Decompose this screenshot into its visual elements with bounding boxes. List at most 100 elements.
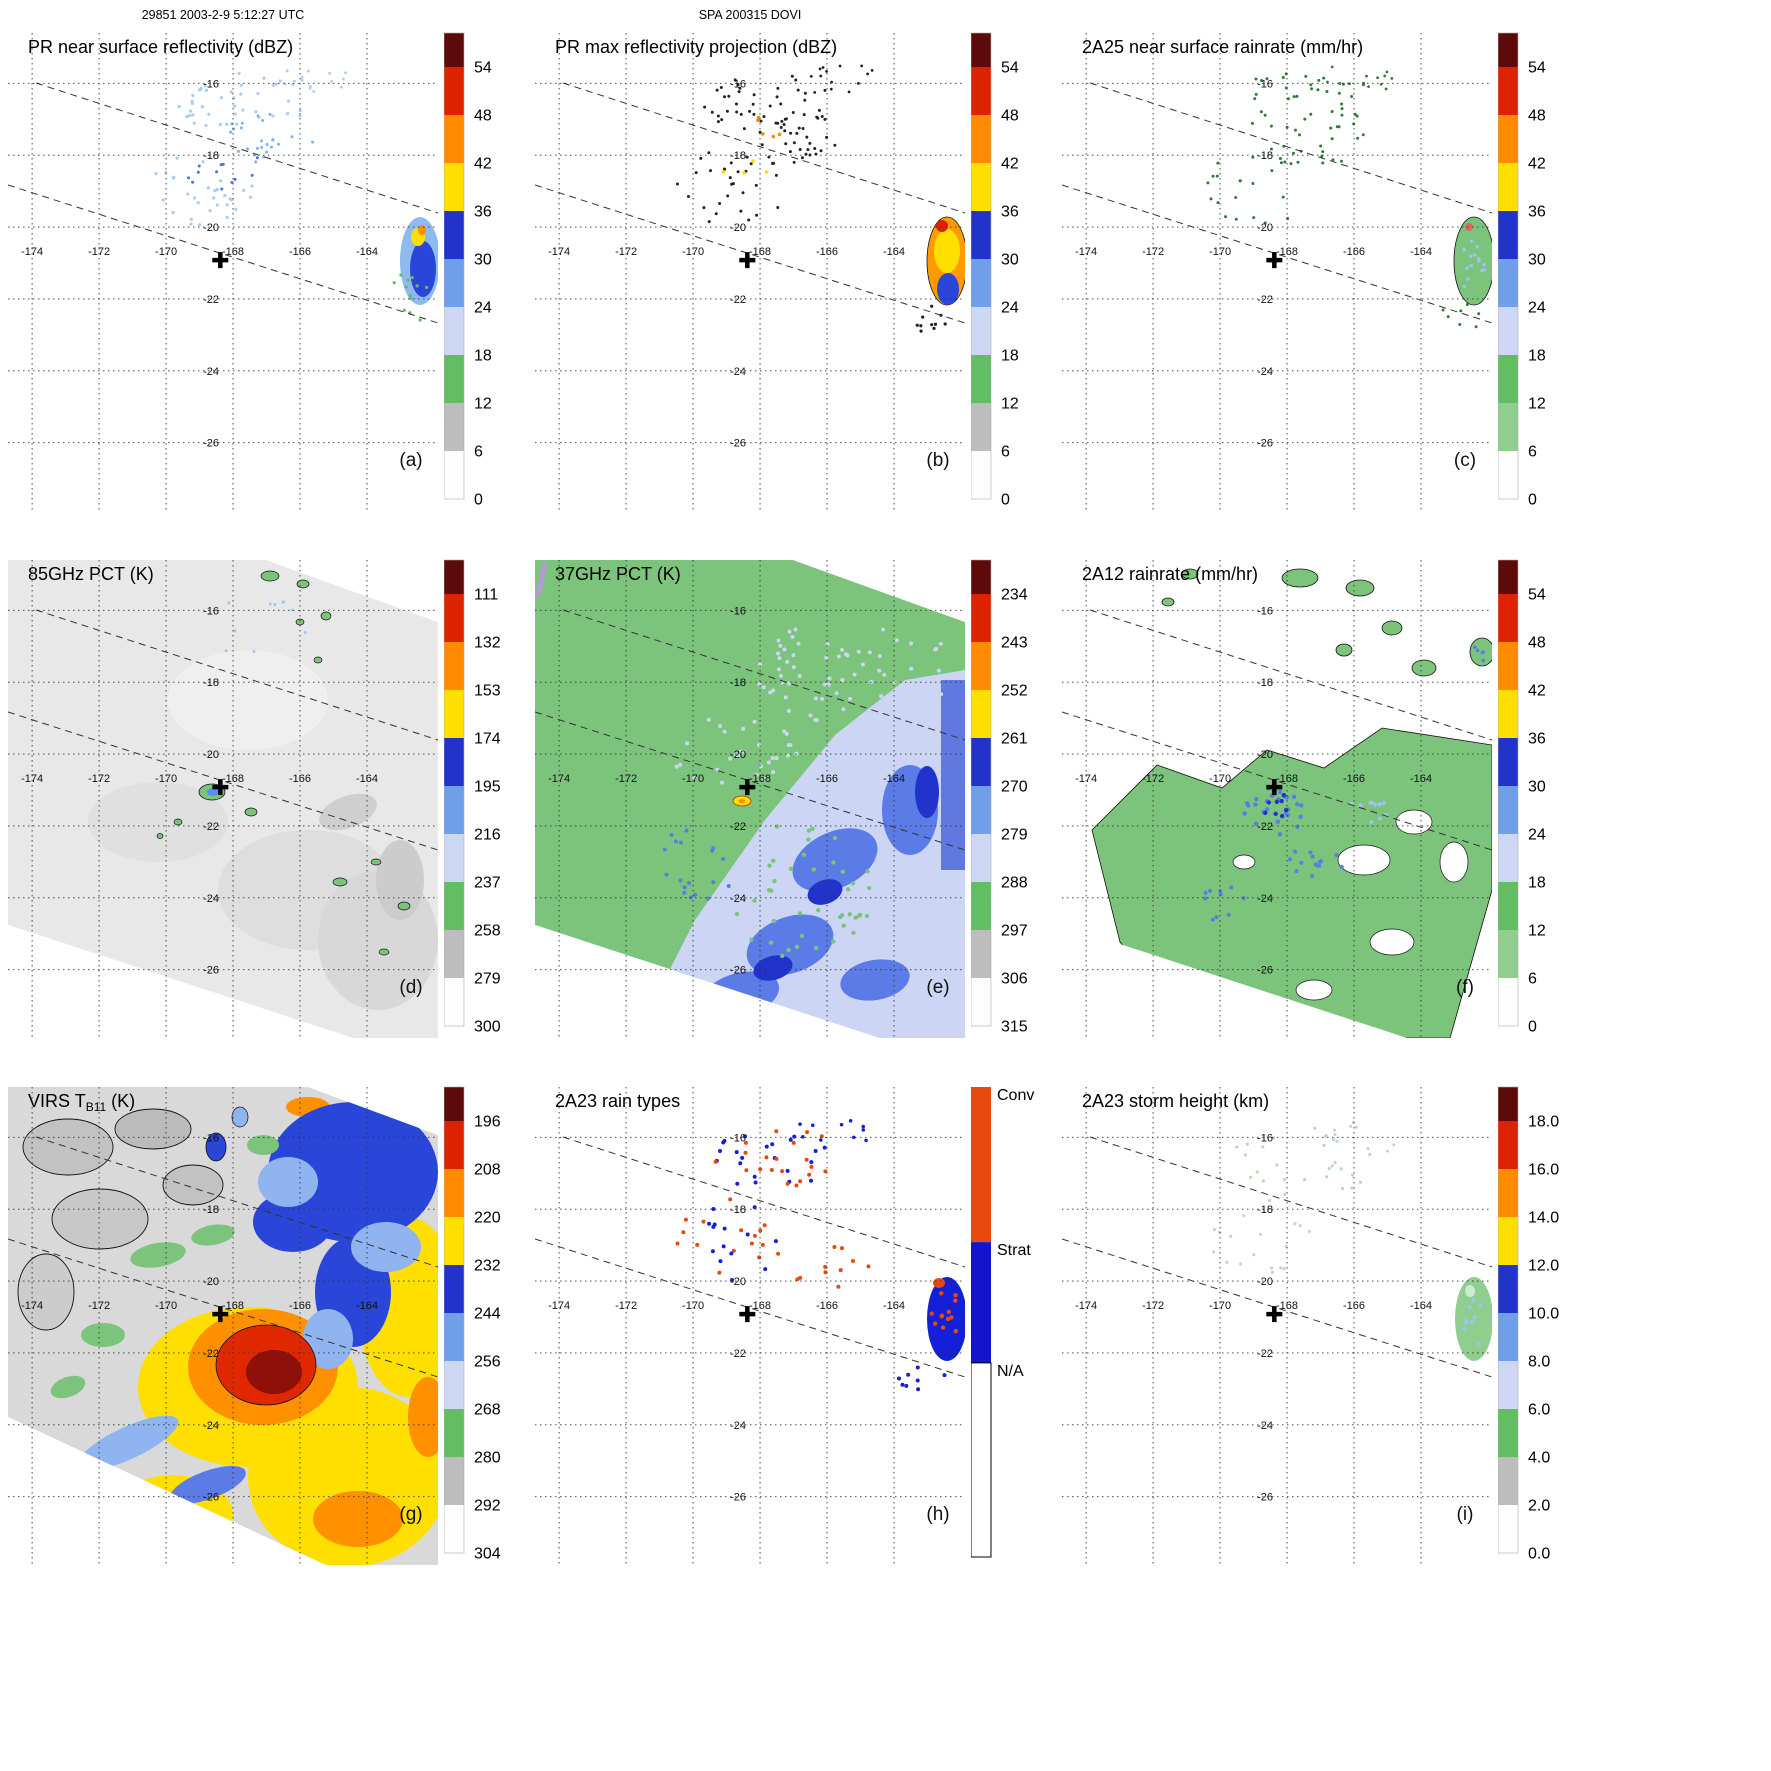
- map-canvas-b: -174 -172 -170 -168 -166 -164-16-18-20-22-24-…: [535, 33, 965, 511]
- lat-tick-labels: -16 -18 -20 -22 -24 -26: [203, 605, 219, 976]
- colorbar-tick-label: 18: [474, 348, 492, 365]
- colorbar-i: 18.0 16.0 14.0 12.0 10.0 8.0 6.0 4.0 2.0 0.0: [1498, 1086, 1559, 1563]
- map-canvas-d: -174 -172 -170 -168 -166 -164-16-18-20-22-24-…: [8, 560, 438, 1038]
- svg-text:-164: -164: [356, 773, 378, 785]
- panel-title: 2A12 rainrate (mm/hr): [1082, 564, 1258, 584]
- colorbar-tick-label: 0: [1528, 492, 1537, 509]
- svg-text:-18: -18: [730, 677, 746, 689]
- colorbar-c: 54 48 42 36 30 24 18 12 6 0: [1498, 32, 1546, 509]
- svg-text:-168: -168: [1276, 246, 1298, 258]
- colorbar-cap: [444, 33, 464, 67]
- colorbar-tick-label: 18: [1528, 875, 1546, 892]
- colorbar-category-label: Conv: [997, 1087, 1034, 1104]
- svg-text:-170: -170: [682, 1300, 704, 1312]
- lon-tick-labels: -174 -172 -170 -168 -166 -164: [21, 773, 378, 785]
- latlon-gridlines: [1062, 560, 1492, 1038]
- storm-center-marker: [739, 779, 756, 796]
- svg-text:-22: -22: [203, 1348, 219, 1360]
- svg-text:-174: -174: [548, 773, 570, 785]
- svg-text:-24: -24: [203, 366, 219, 378]
- panel-c: -174 -172 -170 -168 -166 -164 -16 -18 -20 -22 -24-…: [1054, 0, 1581, 527]
- panel-f: -174 -172 -170 -168 -166 -164 -16 -18 -20 -22 -24-…: [1054, 527, 1581, 1054]
- panel-letter: (h): [926, 1504, 949, 1525]
- colorbar-a: 54 48 42 36 30 24 18 12 6 0: [444, 32, 492, 509]
- latlon-gridlines: [8, 33, 438, 511]
- colorbar-tick-label: 42: [1001, 156, 1019, 173]
- svg-text:-22: -22: [1257, 294, 1273, 306]
- svg-text:-170: -170: [155, 773, 177, 785]
- colorbar-tick-label: 36: [1528, 204, 1546, 221]
- colorbar-tick-label: 36: [1001, 204, 1019, 221]
- svg-text:-22: -22: [730, 1348, 746, 1360]
- swath-edge-dashed-lines: [8, 1136, 438, 1378]
- svg-text:-164: -164: [1410, 773, 1432, 785]
- svg-text:-22: -22: [730, 821, 746, 833]
- svg-text:-26: -26: [203, 1492, 219, 1504]
- panel-letter: (e): [926, 977, 949, 998]
- lat-tick-labels: -16 -18 -20 -22 -24 -26: [730, 78, 746, 449]
- svg-text:-168: -168: [1276, 1300, 1298, 1312]
- colorbar-category-label: Strat: [997, 1242, 1031, 1259]
- colorbar-tick-label: 42: [1528, 156, 1546, 173]
- svg-text:-166: -166: [289, 246, 311, 258]
- svg-text:-18: -18: [1257, 150, 1273, 162]
- storm-center-marker: [739, 1306, 756, 1323]
- panel-title: PR near surface reflectivity (dBZ): [28, 37, 293, 57]
- map-canvas-e: -174 -172 -170 -168 -166 -164-16-18-20-22-24-…: [535, 560, 965, 1038]
- svg-text:-22: -22: [1257, 821, 1273, 833]
- svg-text:-164: -164: [883, 773, 905, 785]
- colorbar-tick-label: 220: [474, 1210, 501, 1227]
- colorbar-tick-label: 297: [1001, 923, 1028, 940]
- colorbar-tick-label: 48: [1001, 108, 1019, 125]
- colorbar-cap: [444, 1087, 464, 1121]
- svg-text:-18: -18: [203, 150, 219, 162]
- panel-g: -174 -172 -170 -168 -166 -164 -16 -18 -20 -22 -24-…: [0, 1054, 527, 1581]
- panel-title: 2A23 rain types: [555, 1091, 680, 1111]
- colorbar-tick-label: 252: [1001, 683, 1028, 700]
- colorbar-tick-label: 12: [1001, 396, 1019, 413]
- map-canvas-h: -174 -172 -170 -168 -166 -164-16-18-20-22-24-…: [535, 1087, 965, 1565]
- panel-letter: (b): [926, 450, 949, 471]
- lat-tick-labels: -16 -18 -20 -22 -24 -26: [730, 605, 746, 976]
- map-canvas-a: -174 -172 -170 -168 -166 -164-16-18-20-22-24-…: [8, 33, 438, 511]
- swath-edge-dashed-lines: [1062, 609, 1492, 851]
- colorbar-tick-label: 279: [1001, 827, 1028, 844]
- svg-text:-172: -172: [1142, 1300, 1164, 1312]
- storm-center-marker: [1266, 252, 1283, 269]
- colorbar-tick-label: 244: [474, 1306, 501, 1323]
- swath-edge-dashed-lines: [535, 609, 965, 851]
- svg-text:-24: -24: [1257, 893, 1273, 905]
- storm-center-marker: [739, 252, 756, 269]
- colorbar-tick-label: 24: [474, 300, 492, 317]
- svg-text:-174: -174: [21, 1300, 43, 1312]
- colorbar-tick-label: 24: [1528, 827, 1546, 844]
- colorbar-tick-label: 30: [1528, 779, 1546, 796]
- svg-text:-164: -164: [883, 246, 905, 258]
- svg-text:-22: -22: [730, 294, 746, 306]
- svg-text:-170: -170: [1209, 773, 1231, 785]
- lon-tick-labels: -174 -172 -170 -168 -166 -164: [548, 246, 905, 258]
- colorbar-tick-label: 12: [1528, 396, 1546, 413]
- header-storm-id: SPA 200315 DOVI: [698, 8, 802, 22]
- svg-text:-172: -172: [1142, 773, 1164, 785]
- colorbar-tick-label: 196: [474, 1114, 501, 1131]
- storm-center-marker: [1266, 779, 1283, 796]
- svg-text:-170: -170: [682, 773, 704, 785]
- colorbar-h: Conv Strat N/A: [971, 1087, 1034, 1558]
- panel-title: 85GHz PCT (K): [28, 564, 154, 584]
- panel-title: 37GHz PCT (K): [555, 564, 681, 584]
- colorbar-tick-label: 42: [474, 156, 492, 173]
- svg-text:-20: -20: [1257, 222, 1273, 234]
- svg-text:-170: -170: [155, 1300, 177, 1312]
- colorbar-cap: [1498, 33, 1518, 67]
- colorbar-tick-label: 261: [1001, 731, 1028, 748]
- colorbar-cap: [971, 33, 991, 67]
- svg-text:-24: -24: [1257, 1420, 1273, 1432]
- lon-tick-labels: -174 -172 -170 -168 -166 -164: [1075, 773, 1432, 785]
- colorbar-tick-label: 288: [1001, 875, 1028, 892]
- colorbar-tick-label: 18: [1001, 348, 1019, 365]
- colorbar-tick-label: 14.0: [1528, 1210, 1559, 1227]
- colorbar-tick-label: 304: [474, 1546, 501, 1563]
- colorbar-tick-label: 300: [474, 1019, 501, 1036]
- svg-text:-16: -16: [1257, 1132, 1273, 1144]
